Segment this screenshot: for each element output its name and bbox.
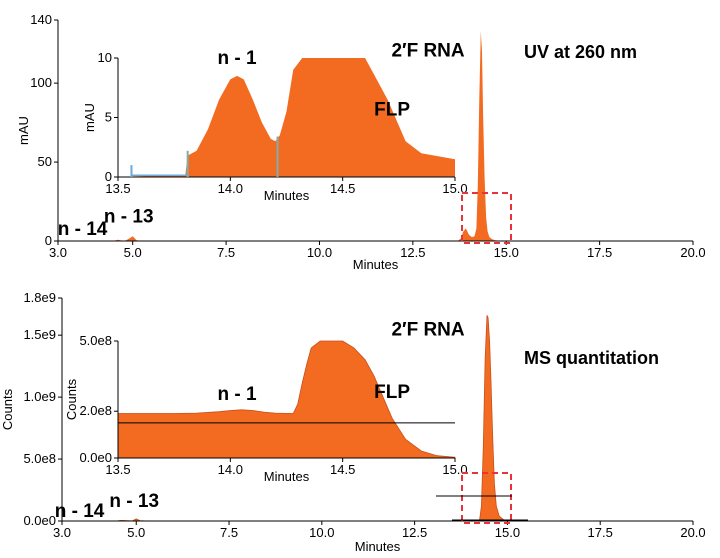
- ms-main-ytick-label: 5.0e8: [23, 451, 56, 466]
- uv-main-ytick-label: 50: [38, 154, 52, 169]
- uv-inset-ytick-label: 5: [105, 110, 112, 125]
- uv-inset-ylabel: mAU: [82, 103, 97, 132]
- ms-zoom-region: [461, 472, 512, 524]
- uv-main-ytick-label: 140: [30, 12, 52, 27]
- ms-inset-xtick-label: 13.5: [105, 462, 130, 477]
- uv-main-xtick-label: 20.0: [680, 245, 705, 260]
- uv-inset-xtick-label: 14.5: [330, 181, 355, 196]
- ms-main-xtick-label: 10.0: [309, 525, 334, 540]
- uv-main-annotation: n - 13: [104, 206, 154, 227]
- uv-main-xtick-label: 17.5: [587, 245, 612, 260]
- uv-inset-annotation: n - 1: [218, 48, 257, 69]
- uv-inset-ytick-label: 10: [98, 50, 112, 65]
- ms-main-ytick-label: 1.5e9: [23, 327, 56, 342]
- uv-inset-plot: 13.5 14.0 14.5 15.0 0 5 10 Minutes mAU n - 1 2′F R…: [82, 41, 468, 203]
- uv-main-xtick-label: 10.0: [307, 245, 332, 260]
- uv-main-xtick-label: 3.0: [49, 245, 67, 260]
- ms-inset-trace: [117, 340, 456, 459]
- uv-inset-trace: [118, 58, 455, 177]
- ms-main-annotation: n - 14: [55, 501, 105, 522]
- uv-inset-annotation: 2′F RNA: [391, 41, 464, 62]
- ms-inset-annotation: n - 1: [218, 384, 257, 405]
- uv-inset-xlabel: Minutes: [264, 188, 310, 203]
- ms-main-xtick-label: 7.5: [220, 525, 238, 540]
- ms-main-xtick-label: 17.5: [588, 525, 613, 540]
- ms-main-xtick-label: 15.0: [495, 525, 520, 540]
- uv-main-ylabel: mAU: [16, 116, 31, 145]
- ms-inset-xlabel: Minutes: [264, 469, 310, 484]
- ms-inset-ytick-label: 2.0e8: [79, 403, 112, 418]
- uv-main-xtick-label: 15.0: [494, 245, 519, 260]
- ms-main-xlabel: Minutes: [355, 539, 401, 554]
- ms-main-ytick-label: 1.8e9: [23, 290, 56, 305]
- uv-inset-xtick-label: 15.0: [442, 181, 467, 196]
- ms-main-xtick-label: 20.0: [680, 525, 705, 540]
- ms-inset-annotation: 2′F RNA: [391, 320, 464, 341]
- ms-main-xtick-label: 12.5: [402, 525, 427, 540]
- ms-main-title: MS quantitation: [524, 348, 659, 368]
- ms-main-annotation: n - 13: [109, 491, 159, 512]
- ms-inset-xtick-label: 15.0: [442, 462, 467, 477]
- ms-inset-annotation: FLP: [374, 382, 410, 403]
- ms-inset-xtick-label: 14.5: [330, 462, 355, 477]
- ms-main-ylabel: Counts: [0, 388, 15, 430]
- ms-main-xtick-label: 5.0: [127, 525, 145, 540]
- uv-inset-xtick-label: 14.0: [218, 181, 243, 196]
- uv-main-ytick-label: 100: [30, 75, 52, 90]
- uv-main-ytick-label: 0: [45, 233, 52, 248]
- uv-main-plot: 3.0 5.0 7.5 10.0 12.5 15.0 17.5 20.0050100140Mi…: [16, 12, 706, 272]
- ms-inset-xtick-label: 14.0: [218, 462, 243, 477]
- uv-zoom-region: [461, 192, 512, 244]
- ms-inset-plot: 13.5 14.0 14.5 15.0 0.0e0 2.0e8 5.0e8 Minutes Co…: [64, 320, 468, 484]
- uv-inset-xtick-label: 13.5: [105, 181, 130, 196]
- ms-main-ytick-label: 1.0e9: [23, 389, 56, 404]
- uv-main-xtick-label: 5.0: [124, 245, 142, 260]
- ms-main-plot: 3.0 5.0 7.5 10.0 12.5 15.0 17.5 20.00.0e05.0e81…: [0, 290, 706, 554]
- ms-inset-ytick-label: 0.0e0: [79, 450, 112, 465]
- uv-main-xlabel: Minutes: [353, 257, 399, 272]
- ms-main-ytick-label: 0.0e0: [23, 513, 56, 528]
- uv-main-xtick-label: 12.5: [400, 245, 425, 260]
- uv-main-title: UV at 260 nm: [524, 42, 637, 62]
- ms-main-xtick-label: 3.0: [53, 525, 71, 540]
- uv-inset-annotation: FLP: [374, 100, 410, 121]
- ms-inset-ylabel: Counts: [64, 378, 79, 420]
- uv-main-xtick-label: 7.5: [217, 245, 235, 260]
- uv-inset-ytick-label: 0: [105, 169, 112, 184]
- ms-inset-ytick-label: 5.0e8: [79, 333, 112, 348]
- overlay: [436, 192, 528, 524]
- uv-main-annotation: n - 14: [58, 219, 108, 240]
